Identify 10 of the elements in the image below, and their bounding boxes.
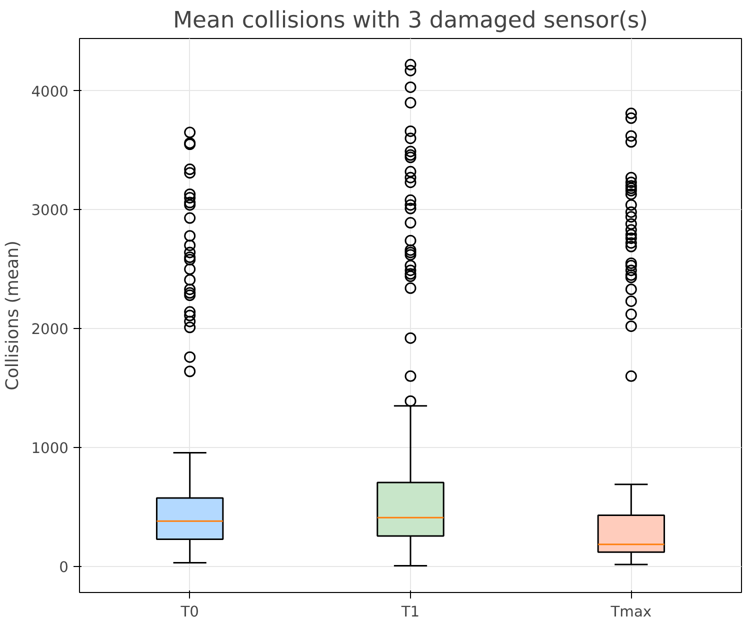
y-tick-label: 1000 xyxy=(31,440,69,457)
y-axis-title: Collisions (mean) xyxy=(3,240,24,390)
y-tick-label: 0 xyxy=(59,558,69,576)
chart-title: Mean collisions with 3 damaged sensor(s) xyxy=(172,8,648,34)
y-tick-label: 3000 xyxy=(31,202,69,220)
x-tick-label: T1 xyxy=(400,604,420,620)
y-tick-label: 4000 xyxy=(31,83,69,100)
x-tick-label: Tmax xyxy=(610,604,652,620)
x-tick-label: T0 xyxy=(180,604,199,620)
y-tick-label: 2000 xyxy=(31,321,69,338)
